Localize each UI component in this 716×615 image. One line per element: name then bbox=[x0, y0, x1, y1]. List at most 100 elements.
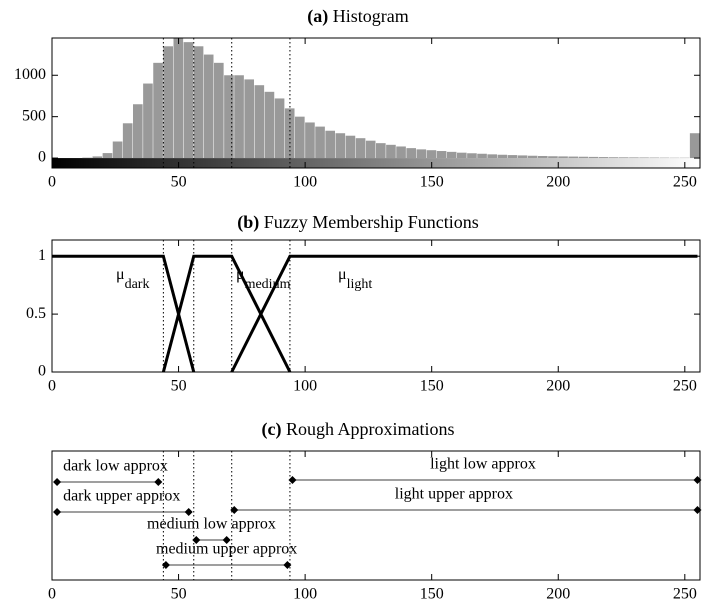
panel-label: (b) bbox=[237, 212, 259, 233]
bar bbox=[335, 133, 346, 159]
bar bbox=[376, 143, 386, 159]
bar bbox=[396, 146, 406, 159]
subscript: medium bbox=[245, 277, 291, 292]
bar bbox=[163, 46, 173, 159]
panel-label: (a) bbox=[307, 6, 328, 27]
bar bbox=[244, 79, 254, 159]
bar bbox=[305, 122, 315, 159]
membership-line bbox=[230, 254, 698, 373]
bar bbox=[608, 157, 619, 159]
bar bbox=[153, 62, 163, 159]
bar bbox=[143, 83, 153, 159]
bar bbox=[173, 38, 184, 159]
x-tick-label: 200 bbox=[546, 586, 570, 603]
bar bbox=[598, 157, 609, 159]
bar bbox=[416, 149, 427, 159]
subscript: dark bbox=[125, 277, 150, 292]
interval-label: medium low approx bbox=[147, 516, 276, 533]
axes-box bbox=[51, 450, 701, 581]
bar bbox=[92, 156, 103, 159]
bar bbox=[426, 150, 437, 159]
bar bbox=[507, 155, 518, 159]
interval-label: dark low approx bbox=[63, 458, 168, 475]
panel-label: (c) bbox=[262, 419, 282, 440]
bar bbox=[446, 151, 457, 159]
bar bbox=[619, 157, 629, 159]
y-tick-label: 0 bbox=[38, 149, 46, 166]
symbol: μ bbox=[338, 266, 347, 283]
interval-end bbox=[154, 478, 163, 486]
x-tick-label: 100 bbox=[293, 378, 317, 395]
symbol: μ bbox=[116, 266, 125, 283]
bar bbox=[578, 156, 589, 159]
bar bbox=[214, 62, 224, 159]
x-tick-label: 50 bbox=[171, 378, 187, 395]
interval-end bbox=[288, 476, 297, 484]
bar bbox=[477, 153, 487, 159]
x-tick-label: 0 bbox=[48, 586, 56, 603]
title-text: Rough Approximations bbox=[281, 419, 454, 439]
bar bbox=[203, 54, 214, 159]
bar bbox=[436, 151, 447, 159]
interval-label: dark upper approx bbox=[63, 488, 180, 505]
bar bbox=[315, 126, 325, 159]
bar bbox=[558, 156, 568, 159]
bar bbox=[325, 130, 335, 159]
bar bbox=[355, 138, 366, 159]
interval-end bbox=[230, 506, 239, 514]
interval-label: light low approx bbox=[430, 456, 536, 473]
y-tick-label: 1000 bbox=[14, 66, 46, 83]
x-tick-label: 150 bbox=[420, 378, 444, 395]
bar bbox=[487, 154, 497, 159]
bar bbox=[234, 75, 244, 159]
bar bbox=[183, 42, 194, 159]
x-tick-label: 250 bbox=[673, 174, 697, 191]
bar bbox=[497, 154, 508, 159]
bar bbox=[284, 108, 295, 159]
bar bbox=[112, 141, 123, 159]
x-tick-label: 50 bbox=[171, 586, 187, 603]
y-tick-label: 0 bbox=[38, 363, 46, 380]
interval-end bbox=[161, 561, 170, 569]
x-tick-label: 150 bbox=[420, 586, 444, 603]
symbol: μ bbox=[236, 266, 245, 283]
x-tick-label: 250 bbox=[673, 378, 697, 395]
bar bbox=[467, 153, 477, 159]
membership-line bbox=[161, 254, 292, 373]
bar bbox=[122, 123, 133, 159]
title-text: Histogram bbox=[328, 6, 409, 26]
bar bbox=[527, 155, 538, 159]
x-tick-label: 0 bbox=[48, 378, 56, 395]
bar bbox=[133, 104, 143, 159]
y-tick-label: 500 bbox=[22, 107, 46, 124]
interval-end bbox=[53, 478, 62, 486]
bar bbox=[538, 155, 548, 159]
gray-scale-bar bbox=[52, 158, 700, 168]
interval-end bbox=[283, 561, 292, 569]
interval-end bbox=[693, 476, 702, 484]
series-label: μdark bbox=[116, 266, 149, 293]
bar bbox=[224, 75, 234, 159]
title-text: Fuzzy Membership Functions bbox=[259, 212, 478, 232]
x-tick-label: 250 bbox=[673, 586, 697, 603]
bar bbox=[386, 144, 396, 159]
bar bbox=[517, 155, 528, 159]
bar bbox=[264, 91, 275, 159]
bar bbox=[274, 98, 285, 159]
x-tick-label: 200 bbox=[546, 174, 570, 191]
bar bbox=[568, 156, 578, 159]
chart-title: (a) Histogram bbox=[307, 6, 409, 27]
axes-box bbox=[51, 239, 701, 373]
x-tick-label: 0 bbox=[48, 174, 56, 191]
bar bbox=[457, 152, 467, 159]
x-tick-label: 50 bbox=[171, 174, 187, 191]
bar bbox=[689, 133, 700, 159]
axes-box bbox=[51, 37, 701, 169]
x-tick-label: 100 bbox=[293, 586, 317, 603]
interval-end bbox=[184, 508, 193, 516]
bar bbox=[193, 46, 204, 159]
interval-label: light upper approx bbox=[395, 486, 513, 503]
y-tick-label: 1 bbox=[38, 247, 46, 264]
y-tick-label: 0.5 bbox=[26, 305, 46, 322]
